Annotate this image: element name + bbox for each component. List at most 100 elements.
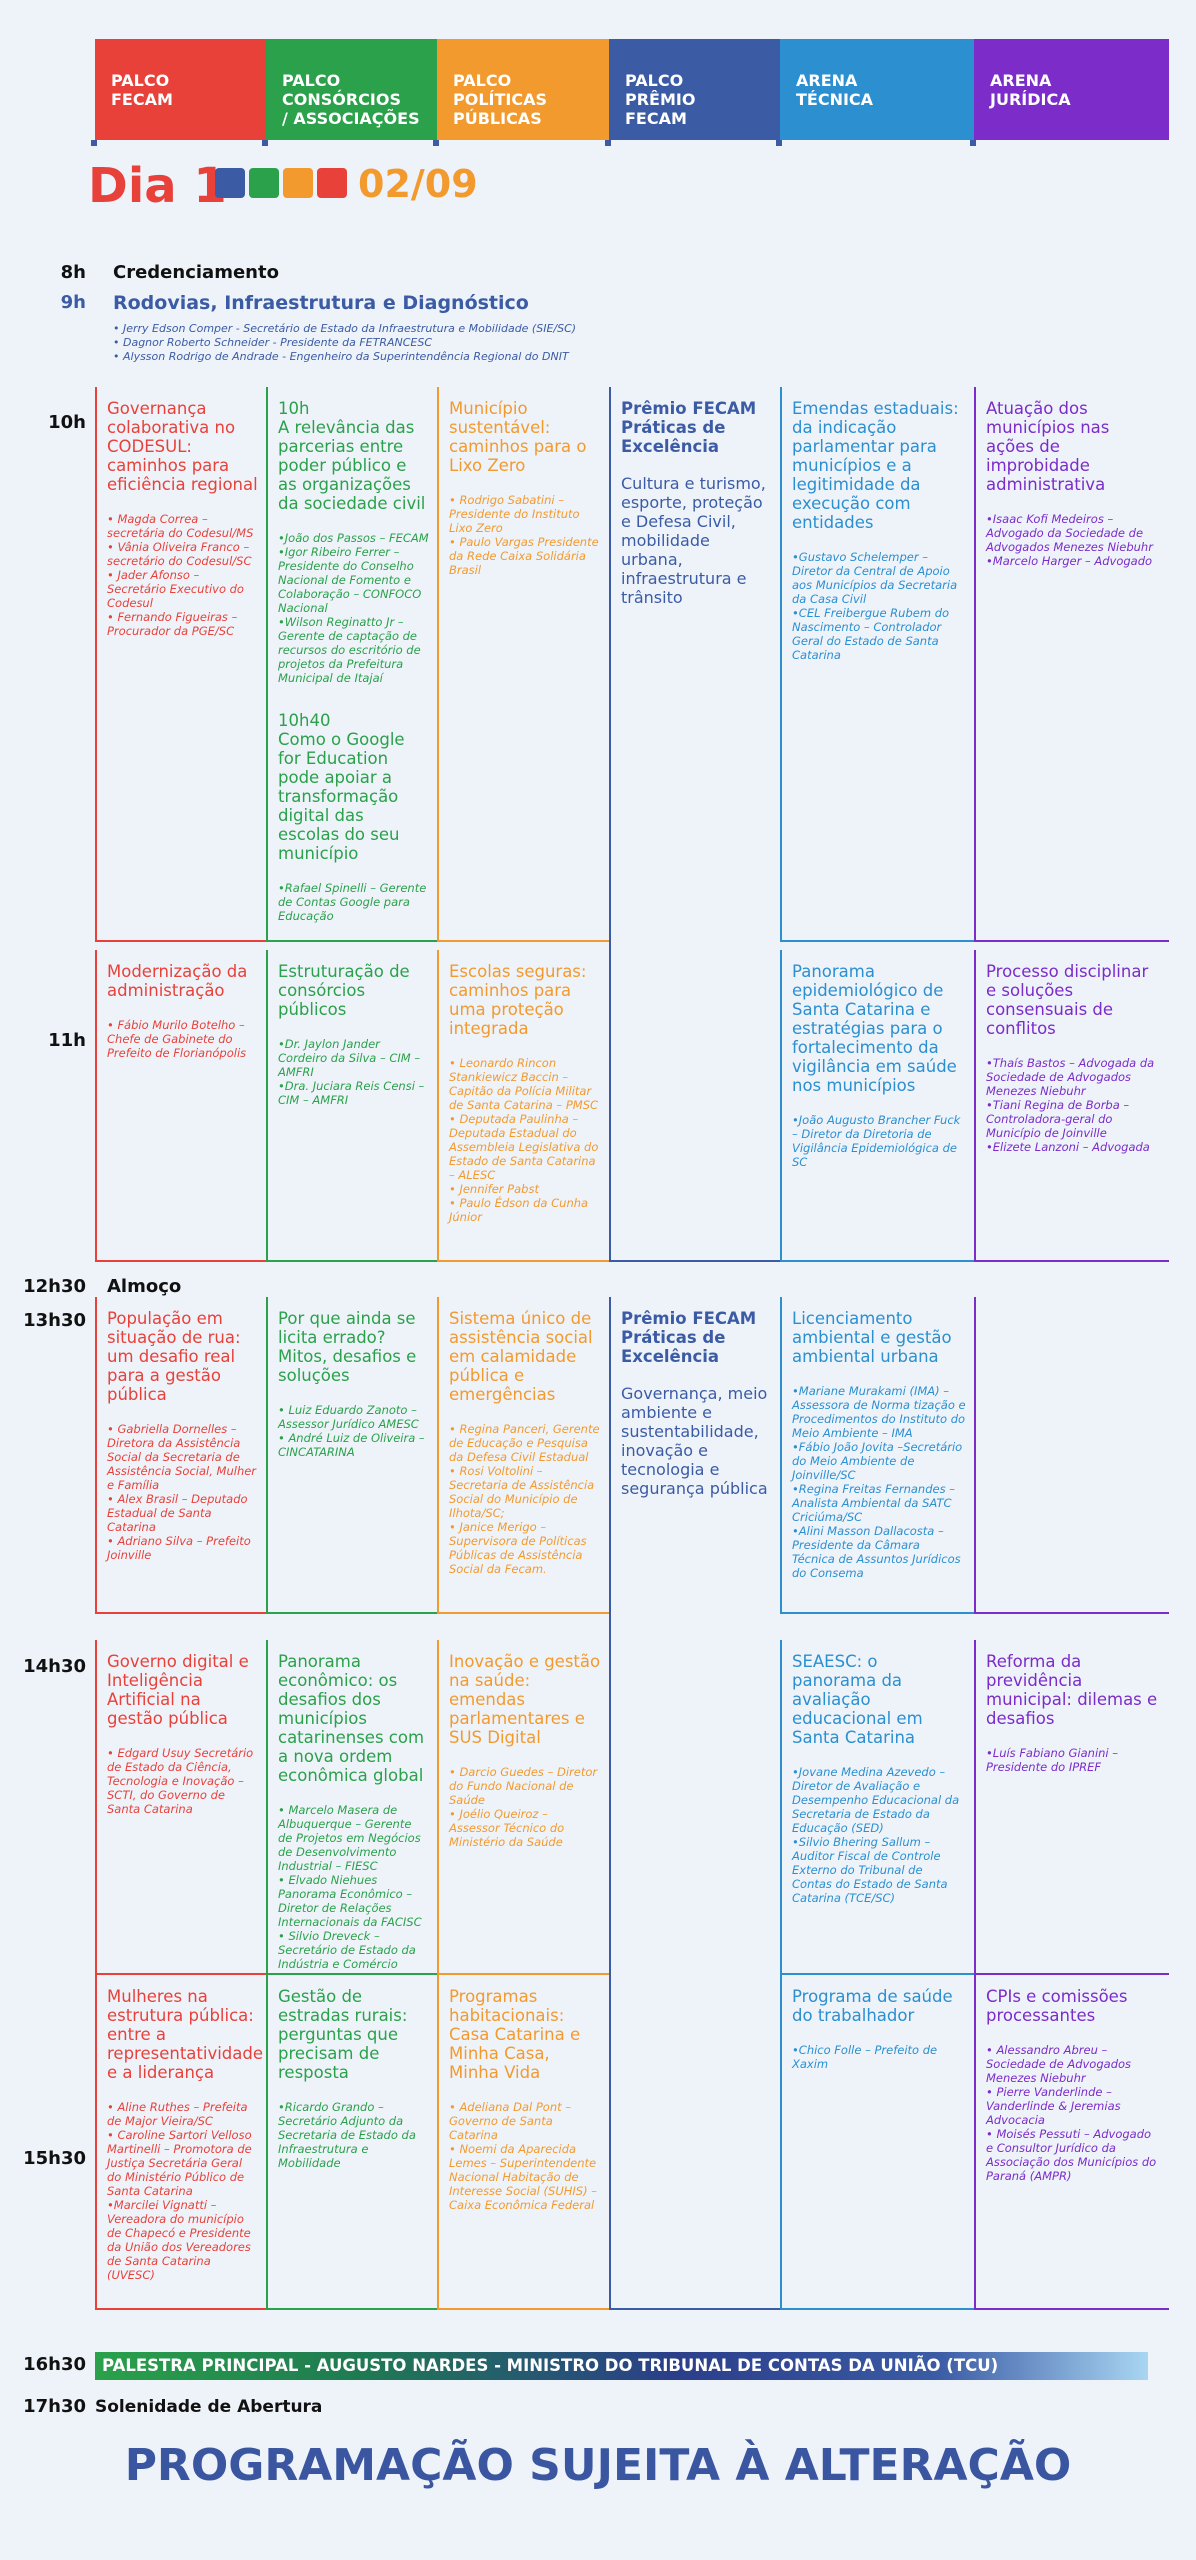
- speaker: •CEL Freibergue Rubem do Nascimento – Co…: [792, 606, 950, 662]
- session-cell: Licenciamento ambiental e gestão ambient…: [780, 1297, 974, 1614]
- session-cell: Por que ainda se licita errado? Mitos, d…: [266, 1297, 437, 1614]
- session-cell: Emendas estaduais: da indicação parlamen…: [780, 387, 974, 942]
- speaker: • Marcelo Masera de Albuquerque – Gerent…: [278, 1803, 421, 1873]
- header-line: PALCO: [625, 71, 684, 90]
- speaker: •Chico Folle – Prefeito de Xaxim: [792, 2043, 938, 2071]
- speaker: • Jader Afonso – Secretário Executivo do…: [107, 568, 244, 610]
- speaker: • Deputada Paulinha – Deputada Estadual …: [449, 1112, 599, 1182]
- speaker: • Regina Panceri, Gerente de Educação e …: [449, 1422, 600, 1464]
- speaker: • Gabriella Dornelles – Diretora da Assi…: [107, 1422, 257, 1492]
- time-label: 13h30: [23, 1310, 86, 1331]
- header-dot: [262, 140, 268, 146]
- speaker: • Rosi Voltolini – Secretaria de Assistê…: [449, 1464, 595, 1520]
- session-cell: Atuação dos municípios nas ações de impr…: [974, 387, 1169, 942]
- header-line: ARENA: [796, 71, 858, 90]
- header-line: / ASSOCIAÇÕES: [282, 109, 420, 128]
- speaker: •Isaac Kofi Medeiros – Advogado da Socie…: [986, 512, 1153, 554]
- speaker: • Moisés Pessuti – Advogado e Consultor …: [986, 2127, 1157, 2183]
- session-cell: Mulheres na estrutura pública: entre a r…: [95, 1975, 266, 2310]
- empty-cell: [974, 1297, 1169, 1614]
- speakers: •Jovane Medina Azevedo – Diretor de Aval…: [792, 1765, 966, 1905]
- session-title: SEAESC: o panorama da avaliação educacio…: [792, 1652, 923, 1747]
- session: Estruturação de consórcios públicos •Dr. …: [278, 962, 429, 1107]
- session-cell: CPIs e comissões processantes • Alessandr…: [974, 1975, 1169, 2310]
- session-cell: 10h A relevância das parcerias entre pode…: [266, 387, 437, 942]
- header-line: PALCO: [453, 71, 512, 90]
- session-cell: Modernização da administração • Fábio Mur…: [95, 950, 266, 1262]
- session: Por que ainda se licita errado? Mitos, d…: [278, 1309, 429, 1459]
- session-cell: Escolas seguras: caminhos para uma prote…: [437, 950, 609, 1262]
- session-title: Escolas seguras: caminhos para uma prote…: [449, 962, 587, 1038]
- speakers: •Mariane Murakami (IMA) – Assessora de N…: [792, 1384, 966, 1580]
- header-line: JURÍDICA: [990, 90, 1071, 109]
- session: Inovação e gestão na saúde: emendas parl…: [449, 1652, 601, 1849]
- speakers: • Aline Ruthes – Prefeita de Major Vieir…: [107, 2100, 258, 2282]
- session-title: Modernização da administração: [107, 962, 248, 1000]
- session: Gestão de estradas rurais: perguntas que…: [278, 1987, 429, 2170]
- speaker: • Adeliana Dal Pont – Governo de Santa C…: [449, 2100, 572, 2142]
- session-title: A relevância das parcerias entre poder p…: [278, 418, 426, 513]
- time-label: 16h30: [23, 2354, 86, 2375]
- session-title: Sistema único de assistência social em c…: [449, 1309, 593, 1404]
- header-column: ARENA JURÍDICA: [974, 39, 1169, 140]
- day-label: Dia 1: [88, 158, 227, 214]
- speakers: • Marcelo Masera de Albuquerque – Gerent…: [278, 1803, 429, 1971]
- session-cell: Programa de saúde do trabalhador •Chico F…: [780, 1975, 974, 2310]
- speaker: •Gustavo Schelemper – Diretor da Central…: [792, 550, 958, 606]
- session: Processo disciplinar e soluções consensu…: [986, 962, 1161, 1154]
- speakers: •Ricardo Grando – Secretário Adjunto da …: [278, 2100, 429, 2170]
- speaker: •Alini Masson Dallacosta – Presidente da…: [792, 1524, 961, 1580]
- session: Reforma da previdência municipal: dilema…: [986, 1652, 1161, 1774]
- speaker: •João Augusto Brancher Fuck – Diretor da…: [792, 1113, 961, 1169]
- session: População em situação de rua: um desafio…: [107, 1309, 258, 1562]
- session-cell: Prêmio FECAM Práticas de Excelência Gover…: [609, 1297, 780, 2310]
- session: CPIs e comissões processantes • Alessandr…: [986, 1987, 1161, 2183]
- keynote-bar: [95, 2352, 1148, 2380]
- header-dot: [776, 140, 782, 146]
- session: Modernização da administração • Fábio Mur…: [107, 962, 258, 1060]
- speaker: • Rodrigo Sabatini – Presidente do Insti…: [449, 493, 580, 535]
- session: Programas habitacionais: Casa Catarina e…: [449, 1987, 601, 2212]
- session: Panorama epidemiológico de Santa Catarin…: [792, 962, 966, 1169]
- speakers: • Darcio Guedes – Diretor do Fundo Nacio…: [449, 1765, 601, 1849]
- speaker: •Wilson Reginatto Jr – Gerente de captaç…: [278, 615, 421, 685]
- speakers: • Fábio Murilo Botelho – Chefe de Gabine…: [107, 1018, 258, 1060]
- speaker: • Fábio Murilo Botelho – Chefe de Gabine…: [107, 1018, 247, 1060]
- speaker: •Fábio João Jovita –Secretário do Meio A…: [792, 1440, 963, 1482]
- session-cell: Panorama econômico: os desafios dos muni…: [266, 1640, 437, 1975]
- header-dot: [433, 140, 439, 146]
- session-subtitle: Cultura e turismo, esporte, proteção e D…: [621, 474, 766, 607]
- day-icons: [215, 168, 347, 198]
- speaker: • Alessandro Abreu – Sociedade de Advoga…: [986, 2043, 1132, 2085]
- session-cell: Gestão de estradas rurais: perguntas que…: [266, 1975, 437, 2310]
- session: Prêmio FECAM Práticas de Excelência Cultu…: [621, 399, 772, 607]
- session-title: Estruturação de consórcios públicos: [278, 962, 410, 1019]
- session-title: Panorama epidemiológico de Santa Catarin…: [792, 962, 957, 1095]
- header-line: TÉCNICA: [796, 90, 874, 109]
- session-title: Governança colaborativa no CODESUL: cami…: [107, 399, 258, 494]
- speaker: •Thaís Bastos – Advogada da Sociedade de…: [986, 1056, 1155, 1098]
- session-cell: Prêmio FECAM Práticas de Excelência Cultu…: [609, 387, 780, 1262]
- speaker: • Aline Ruthes – Prefeita de Major Vieir…: [107, 2100, 248, 2128]
- session-cell: Sistema único de assistência social em c…: [437, 1297, 609, 1614]
- session-title: População em situação de rua: um desafio…: [107, 1309, 241, 1404]
- header-dot: [605, 140, 611, 146]
- speaker: •Silvio Bhering Sallum – Auditor Fiscal …: [792, 1835, 948, 1905]
- time-label: 17h30: [23, 2396, 86, 2417]
- speaker: •Ricardo Grando – Secretário Adjunto da …: [278, 2100, 416, 2170]
- speakers: •Dr. Jaylon Jander Cordeiro da Silva – C…: [278, 1037, 429, 1107]
- speaker: •Luís Fabiano Gianini – Presidente do IP…: [986, 1746, 1119, 1774]
- header-line: PÚBLICAS: [453, 109, 542, 128]
- session: Emendas estaduais: da indicação parlamen…: [792, 399, 966, 662]
- session-cell: População em situação de rua: um desafio…: [95, 1297, 266, 1614]
- session-cell: Governança colaborativa no CODESUL: cami…: [95, 387, 266, 942]
- speakers: • Luiz Eduardo Zanoto – Assessor Jurídic…: [278, 1403, 429, 1459]
- session-title: Mulheres na estrutura pública: entre a r…: [107, 1987, 264, 2082]
- speakers: • Magda Correa – secretária do Codesul/M…: [107, 512, 258, 638]
- header-line: ARENA: [990, 71, 1052, 90]
- header-column: PALCO PRÊMIO FECAM: [609, 39, 780, 140]
- agenda-title: Rodovias, Infraestrutura e Diagnóstico: [113, 292, 529, 314]
- time-label: 11h: [48, 1030, 86, 1051]
- lunch-title: Almoço: [107, 1276, 182, 1297]
